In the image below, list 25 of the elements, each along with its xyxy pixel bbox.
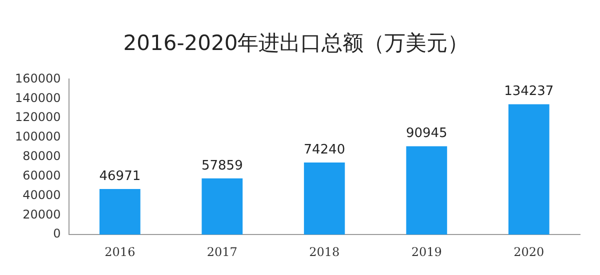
y-tick-label: 20000	[22, 207, 61, 222]
y-tick-label: 160000	[14, 71, 61, 86]
y-tick-label: 140000	[14, 90, 61, 105]
data-label: 134237	[504, 84, 554, 100]
data-label: 57859	[201, 158, 243, 174]
bar	[406, 146, 448, 235]
bar	[202, 178, 243, 235]
y-tick-label: 0	[53, 226, 61, 241]
x-tick-label: 2019	[411, 244, 442, 259]
y-tick-label: 80000	[22, 149, 61, 164]
data-label: 90945	[406, 126, 448, 142]
y-tick-label: 100000	[14, 130, 61, 144]
x-tick-label: 2020	[514, 244, 544, 259]
data-label: 74240	[304, 142, 346, 158]
chart-title: 2016-2020年进出口总额（万美元）	[123, 31, 469, 56]
y-tick-label: 40000	[22, 188, 61, 202]
y-tick-label: 60000	[22, 168, 61, 182]
bar	[99, 188, 140, 235]
y-tick-label: 120000	[14, 110, 61, 124]
x-tick-label: 2017	[206, 244, 238, 259]
data-label: 46971	[99, 168, 141, 184]
bar	[508, 104, 550, 235]
x-tick-label: 2018	[309, 244, 340, 259]
bar	[304, 162, 345, 235]
x-tick-label: 2016	[104, 244, 136, 259]
